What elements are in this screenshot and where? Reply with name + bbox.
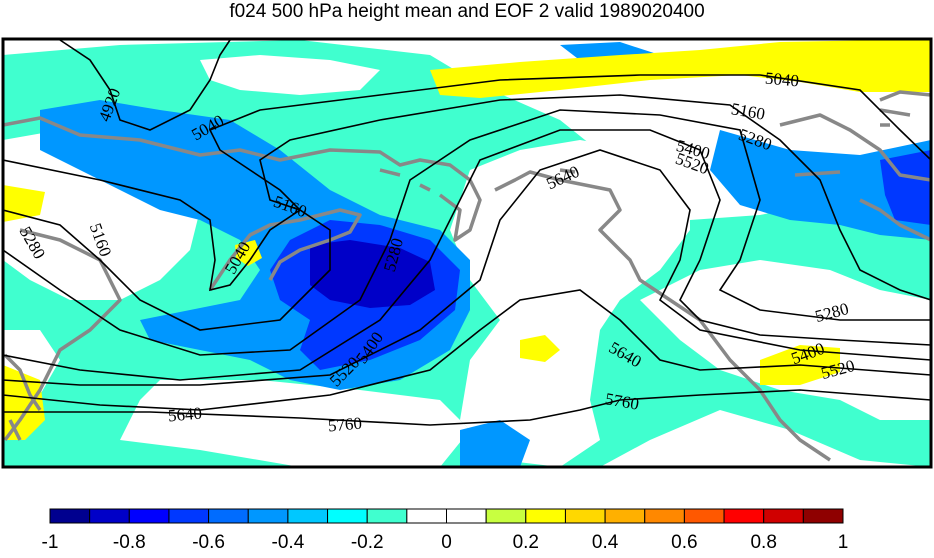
colorbar-tick-label: 0.4 bbox=[591, 532, 619, 553]
shade-neutral-5 bbox=[200, 55, 380, 95]
colorbar-tick-label: 0.8 bbox=[750, 532, 777, 553]
colorbar-swatch bbox=[683, 508, 725, 524]
shade-negative-mid-2 bbox=[710, 130, 931, 240]
coastline-kamchatka bbox=[3, 228, 122, 442]
coastline-greenland bbox=[779, 113, 931, 182]
colorbar-swatch bbox=[763, 508, 804, 524]
shade-positive-1 bbox=[430, 39, 931, 98]
colorbar bbox=[49, 508, 844, 524]
coastline-alaska bbox=[208, 208, 362, 291]
contour-label: 5160 bbox=[730, 99, 767, 124]
contour-5040 bbox=[3, 74, 931, 292]
shade-positive-5 bbox=[3, 365, 45, 440]
colorbar-swatch bbox=[564, 508, 606, 524]
colorbar-swatch bbox=[723, 508, 765, 524]
shade-negative-strong-2 bbox=[880, 150, 931, 225]
contour-label: 5040 bbox=[764, 69, 800, 91]
coastline-islands bbox=[379, 123, 890, 192]
map-title: f024 500 hPa height mean and EOF 2 valid… bbox=[229, 1, 705, 22]
colorbar-tick-label: 0.2 bbox=[512, 532, 540, 553]
coastline-europe bbox=[859, 90, 931, 242]
contour-4920 bbox=[59, 39, 231, 131]
colorbar-tick-label: -1 bbox=[41, 532, 59, 553]
shade-neutral-4 bbox=[120, 380, 470, 467]
shade-neutral-3 bbox=[640, 260, 931, 420]
colorbar-swatch bbox=[366, 508, 408, 524]
colorbar-swatch bbox=[128, 508, 170, 524]
contour-5280 bbox=[3, 109, 931, 356]
contour-5160 bbox=[3, 94, 931, 331]
map-frame bbox=[1, 37, 933, 469]
coastline-japan bbox=[3, 353, 42, 441]
colorbar-swatch bbox=[327, 508, 368, 524]
colorbar-swatch bbox=[168, 508, 210, 524]
colorbar-swatch bbox=[604, 508, 646, 524]
contour-5640 bbox=[3, 289, 931, 411]
colorbar-swatch bbox=[485, 508, 527, 524]
colorbar-tick-label: 0 bbox=[441, 532, 452, 553]
contour-label: 5640 bbox=[167, 404, 203, 426]
coastline-russia-east bbox=[494, 170, 831, 462]
colorbar-tick-label: -0.4 bbox=[271, 532, 305, 553]
shade-neutral-2 bbox=[450, 140, 690, 467]
colorbar-swatch bbox=[208, 508, 249, 524]
colorbar-tick-label: -0.6 bbox=[192, 532, 225, 553]
shade-neutral-6 bbox=[760, 70, 931, 140]
colorbar-swatch bbox=[644, 508, 685, 524]
colorbar-swatch bbox=[49, 508, 91, 524]
colorbar-swatch bbox=[446, 508, 487, 524]
colorbar-swatch bbox=[287, 508, 329, 524]
contour-5400 bbox=[3, 129, 931, 381]
shade-negative-mid-3 bbox=[460, 420, 530, 467]
coastlines bbox=[3, 90, 931, 462]
colorbar-swatch bbox=[89, 508, 130, 524]
colorbar-swatch bbox=[406, 508, 448, 524]
colorbar-swatch bbox=[802, 508, 844, 524]
coastline-north-america bbox=[3, 116, 482, 242]
shade-positive-3 bbox=[520, 335, 560, 362]
contour-5520 bbox=[3, 149, 931, 386]
colorbar-tick-label: -0.2 bbox=[350, 532, 384, 553]
colorbar-swatch bbox=[247, 508, 289, 524]
height-contours bbox=[3, 39, 931, 426]
colorbar-tick-label: 1 bbox=[837, 532, 849, 553]
eof-shading bbox=[3, 39, 931, 467]
colorbar-tick-label: 0.6 bbox=[671, 532, 698, 553]
colorbar-swatch bbox=[525, 508, 566, 524]
colorbar-tick-label: -0.8 bbox=[112, 532, 146, 553]
contour-label: 5760 bbox=[327, 414, 363, 436]
contour-5760 bbox=[3, 389, 931, 426]
